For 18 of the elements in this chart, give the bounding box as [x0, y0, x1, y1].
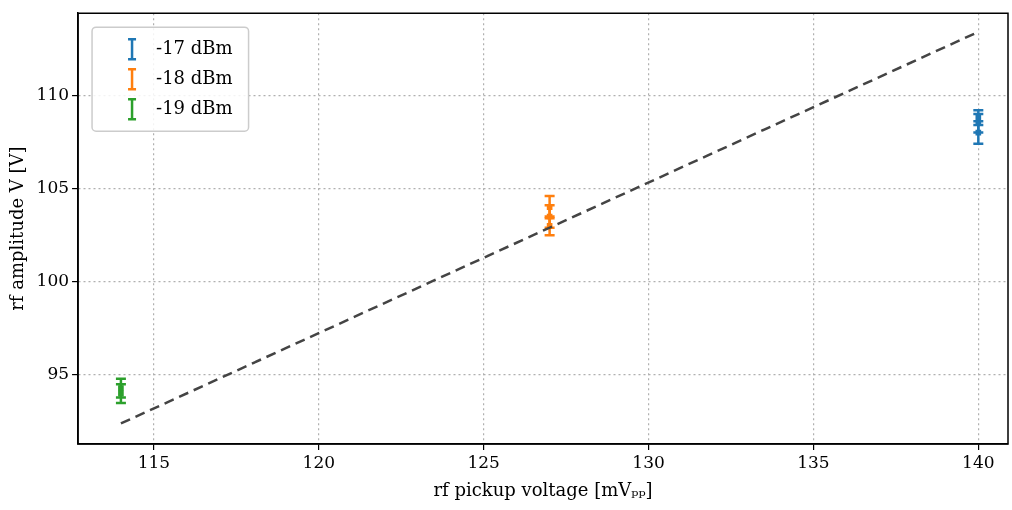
x-tick-label: 130 — [632, 451, 665, 472]
point — [975, 129, 982, 136]
x-tick-label: 115 — [137, 451, 171, 472]
x-tick-label: 135 — [797, 451, 830, 472]
legend-label: -17 dBm — [156, 36, 233, 58]
point — [118, 390, 124, 397]
y-tick-label: 105 — [36, 176, 70, 197]
legend-label: -19 dBm — [156, 96, 233, 118]
x-tick-label: 140 — [962, 451, 995, 472]
point — [118, 385, 124, 391]
y-tick-label: 110 — [36, 83, 70, 104]
x-axis-title: rf pickup voltage [mVₚₚ] — [433, 478, 653, 500]
x-tick-label: 120 — [302, 451, 336, 472]
x-tick-label: 125 — [467, 451, 500, 472]
legend-label: -18 dBm — [156, 66, 233, 88]
y-axis-title: rf amplitude V [V] — [6, 146, 28, 311]
y-tick-label: 100 — [36, 270, 70, 291]
y-tick-label: 95 — [47, 363, 70, 384]
